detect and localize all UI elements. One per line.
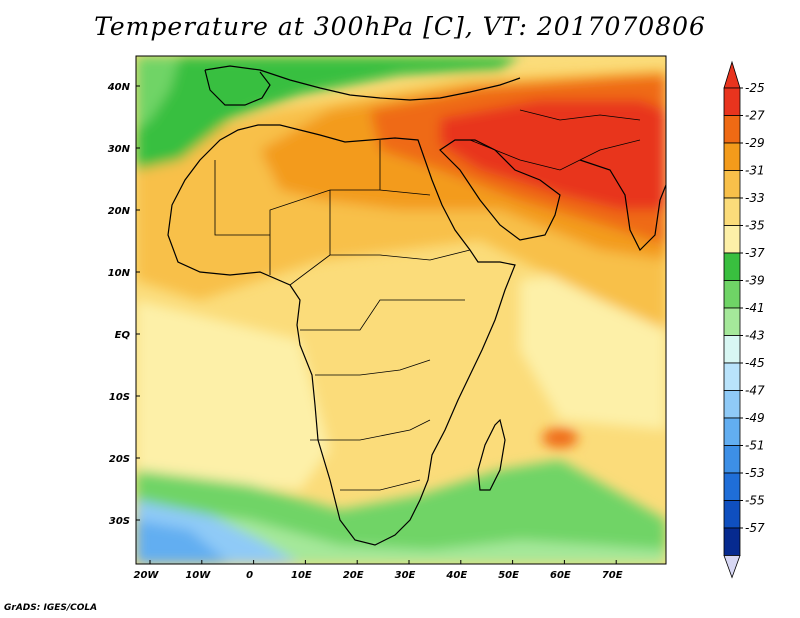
field-red-spot [542,428,578,448]
colorbar-segment [723,225,741,254]
coastline-arabia [439,139,561,241]
longitude-label: 10E [291,570,312,581]
colorbar-label: -27 [745,109,765,123]
colorbar-label: -47 [745,384,765,398]
credit-text: GrADS: IGES/COLA [4,603,98,613]
latitude-label: 20N [108,206,131,217]
colorbar-label: -55 [745,494,765,508]
colorbar-label: -43 [745,329,765,343]
field-green-light-northwest [136,56,180,130]
colorbar-segment [723,280,741,309]
colorbar-segment [723,445,741,474]
longitude-label: 50E [498,570,519,581]
colorbar-label: -37 [745,246,765,260]
field-pale-southwest [136,300,330,490]
latitude-label: 10N [108,268,131,279]
border-lines [214,109,641,491]
field-blue-southwest [136,520,230,564]
longitude-label: 30E [395,570,416,581]
field-red-core [440,100,666,210]
colorbar-label: -39 [745,274,765,288]
coastline-madagascar [477,418,506,491]
longitude-label: 70E [602,570,623,581]
longitude-label: 0 [246,570,253,581]
colorbar-segment [723,252,741,281]
colorbar-label: -57 [745,521,765,535]
colorbar-labels: -25 -27 -29 -31 -33 -35 -37 -39 -41 -43 -45 -47 -49 -… [740,81,765,535]
colorbar-label: -29 [745,136,765,150]
colorbar-segment [723,390,741,419]
longitude-label: 60E [550,570,571,581]
colorbar-label: -31 [745,164,765,178]
longitude-label: 10W [185,570,211,581]
colorbar-segment [723,170,741,199]
colorbar-segment [723,87,741,116]
longitude-label: 20E [343,570,364,581]
colorbar-label: -49 [745,411,765,425]
latitude-labels: 40N 30N 20N 10N EQ 10S 20S 30S [107,82,131,527]
colorbar-segment [723,307,741,336]
longitude-label: 40E [445,570,467,581]
chart-title: Temperature at 300hPa [C], VT: 201707080… [94,12,706,41]
latitude-label: 10S [109,392,130,403]
colorbar-label: -33 [745,191,765,205]
latitude-label: EQ [115,330,131,341]
colorbar-segment [723,335,741,364]
colorbar-label: -25 [745,81,765,95]
latitude-label: 20S [109,454,130,465]
coastline-india [579,159,666,252]
colorbar-segment [723,142,741,171]
latitude-label: 40N [107,82,131,93]
colorbar-segment [723,472,741,501]
latitude-label: 30N [108,144,131,155]
latitude-label: 30S [109,516,130,527]
colorbar-segment [723,362,741,391]
colorbar [723,60,741,579]
axis-ticks [136,85,617,564]
colorbar-label: -35 [745,219,765,233]
colorbar-segment [723,417,741,446]
colorbar-label: -45 [745,356,765,370]
temperature-field [136,56,666,564]
coastline-europe [204,65,521,101]
colorbar-segment [723,527,741,556]
colorbar-label: -53 [745,466,765,480]
colorbar-upper-triangle [723,60,741,89]
longitude-label: 20W [134,570,160,581]
colorbar-segment [723,115,741,144]
coastline-iberia [204,69,271,106]
colorbar-label: -41 [745,301,765,315]
colorbar-lower-triangle [723,555,741,579]
map-frame [135,55,667,565]
field-green-northwest [136,56,520,170]
colorbar-segment [723,197,741,226]
coastlines [167,65,666,546]
colorbar-segment [723,500,741,529]
colorbar-label: -51 [745,439,765,453]
longitude-labels: 20W 10W 0 10E 20E 30E 40E 50E 60E 70E [134,570,623,581]
